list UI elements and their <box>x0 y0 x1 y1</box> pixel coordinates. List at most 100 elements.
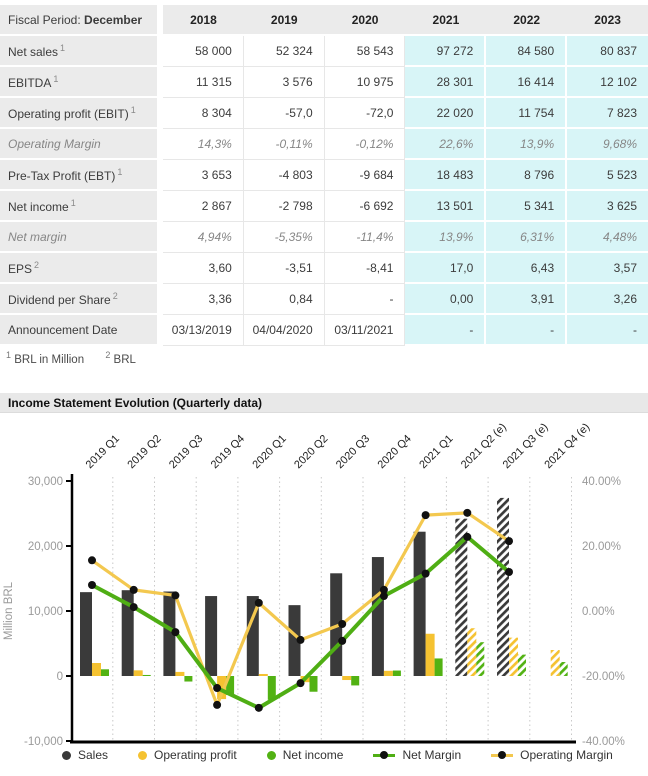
footnote-2-text: BRL <box>113 353 136 366</box>
x-axis-label: 2021 Q1 <box>417 433 455 471</box>
table-cell: 22 020 <box>405 98 487 129</box>
marker-net-margin <box>505 568 513 576</box>
table-row: Net sales 1 58 000 52 324 58 543 97 272 84 580… <box>0 36 648 67</box>
table-cell: 5 523 <box>567 160 648 191</box>
marker-operating-margin <box>129 585 138 594</box>
table-cell: -8,41 <box>324 253 406 284</box>
table-row: Pre-Tax Profit (EBT) 1 3 653 -4 803 -9 684 18… <box>0 160 648 191</box>
marker-operating-margin <box>421 511 430 520</box>
table-cell: -57,0 <box>243 98 325 129</box>
table-cell: 6,31% <box>486 222 568 253</box>
left-axis-title: Million BRL <box>3 581 15 640</box>
x-axis-label: 2019 Q2 <box>125 433 163 471</box>
x-axis-label: 2020 Q2 <box>292 433 330 471</box>
table-row: Net margin 4,94% -5,35% -11,4% 13,9% 6,31% 4,4… <box>0 222 648 253</box>
table-cell: 3,57 <box>567 253 648 284</box>
table-cell: 11 315 <box>163 67 244 98</box>
table-cell: - <box>324 284 406 315</box>
marker-net-margin <box>463 532 472 541</box>
bar-operating-profit <box>342 676 352 681</box>
table-cell: 3,26 <box>567 284 648 315</box>
table-row: EBITDA 1 11 315 3 576 10 975 28 301 16 414 12 1… <box>0 67 648 98</box>
row-label: EPS 2 <box>0 253 163 284</box>
table-row: Net income 1 2 867 -2 798 -6 692 13 501 5 341 3… <box>0 191 648 222</box>
table-cell: 11 754 <box>486 98 568 129</box>
bar-operating-profit <box>467 628 477 676</box>
marker-operating-margin <box>296 635 305 644</box>
table-cell: 3 653 <box>163 160 244 191</box>
table-cell: -3,51 <box>243 253 325 284</box>
table-cell: -6 692 <box>324 191 406 222</box>
table-cell: 03/11/2021 <box>324 315 406 346</box>
table-cell: 7 823 <box>567 98 648 129</box>
right-axis-tick: -40.00% <box>582 736 625 748</box>
bar-net-income <box>267 676 276 700</box>
x-axis-label: 2021 Q4 (e) <box>542 421 592 471</box>
marker-net-margin <box>88 581 96 589</box>
table-cell: 97 272 <box>405 36 487 67</box>
table-cell: -0,12% <box>324 129 406 160</box>
bar-operating-profit <box>383 670 393 676</box>
legend-item-net-margin: Net Margin <box>373 748 461 762</box>
marker-net-margin <box>338 636 347 645</box>
table-cell: 22,6% <box>405 129 487 160</box>
bar-net-income <box>476 642 485 676</box>
bar-sales <box>121 590 134 676</box>
bar-net-income <box>226 676 235 695</box>
marker-net-margin <box>379 592 388 601</box>
row-label: Net sales 1 <box>0 36 163 67</box>
bar-sales <box>163 591 176 676</box>
table-cell: 4,48% <box>567 222 648 253</box>
operating-margin-line-icon <box>491 751 514 759</box>
marker-operating-margin <box>213 700 222 709</box>
table-cell: 8 796 <box>486 160 568 191</box>
left-axis-tick: -10,000 <box>24 736 63 748</box>
net-margin-line-icon <box>373 751 396 759</box>
bar-net-income <box>434 658 443 676</box>
table-cell: 3,91 <box>486 284 568 315</box>
table-row: EPS 2 3,60 -3,51 -8,41 17,0 6,43 3,57 <box>0 253 648 284</box>
table-cell: 13,9% <box>405 222 487 253</box>
row-label: Net income 1 <box>0 191 163 222</box>
legend-label: Sales <box>78 748 109 762</box>
bar-sales <box>455 518 468 676</box>
bar-operating-profit <box>175 671 185 676</box>
x-axis-label: 2019 Q1 <box>84 433 122 471</box>
table-cell: - <box>567 315 648 346</box>
table-cell: 04/04/2020 <box>243 315 325 346</box>
table-cell: 3,60 <box>163 253 244 284</box>
sales-swatch-icon <box>62 750 71 760</box>
footnote-1-marker: 1 <box>6 350 12 360</box>
row-label: Operating Margin <box>0 129 163 160</box>
legend-label: Operating profit <box>154 748 237 762</box>
bar-net-income <box>351 676 360 686</box>
table-footnotes: 1 BRL in Million 2 BRL <box>6 350 136 366</box>
legend-label: Net income <box>282 748 344 762</box>
chart-section-title: Income Statement Evolution (Quarterly da… <box>0 393 648 413</box>
bar-operating-profit <box>425 633 435 676</box>
row-label: Pre-Tax Profit (EBT) 1 <box>0 160 163 191</box>
table-cell: 4,94% <box>163 222 244 253</box>
table-cell: 52 324 <box>243 36 325 67</box>
legend-item-net-income: Net income <box>266 748 344 762</box>
row-label: Net margin <box>0 222 163 253</box>
bar-operating-profit <box>217 676 227 700</box>
left-axis-tick: 10,000 <box>28 606 63 618</box>
bar-operating-profit <box>133 670 143 676</box>
table-row: Announcement Date 03/13/2019 04/04/2020 03/… <box>0 315 648 346</box>
left-axis-tick: 20,000 <box>28 541 63 553</box>
bar-operating-profit <box>550 650 560 676</box>
table-cell: -0,11% <box>243 129 325 160</box>
table-cell: 3,36 <box>163 284 244 315</box>
table-cell: 28 301 <box>405 67 487 98</box>
table-cell: 17,0 <box>405 253 487 284</box>
marker-net-margin <box>296 679 305 688</box>
bar-sales <box>497 497 509 676</box>
year-header-2022: 2022 <box>486 5 568 36</box>
marker-operating-margin <box>505 537 513 546</box>
table-cell: 13,9% <box>486 129 568 160</box>
x-axis-label: 2020 Q1 <box>250 433 288 471</box>
bar-operating-profit <box>92 663 101 676</box>
x-axis-label: 2020 Q3 <box>334 433 372 471</box>
